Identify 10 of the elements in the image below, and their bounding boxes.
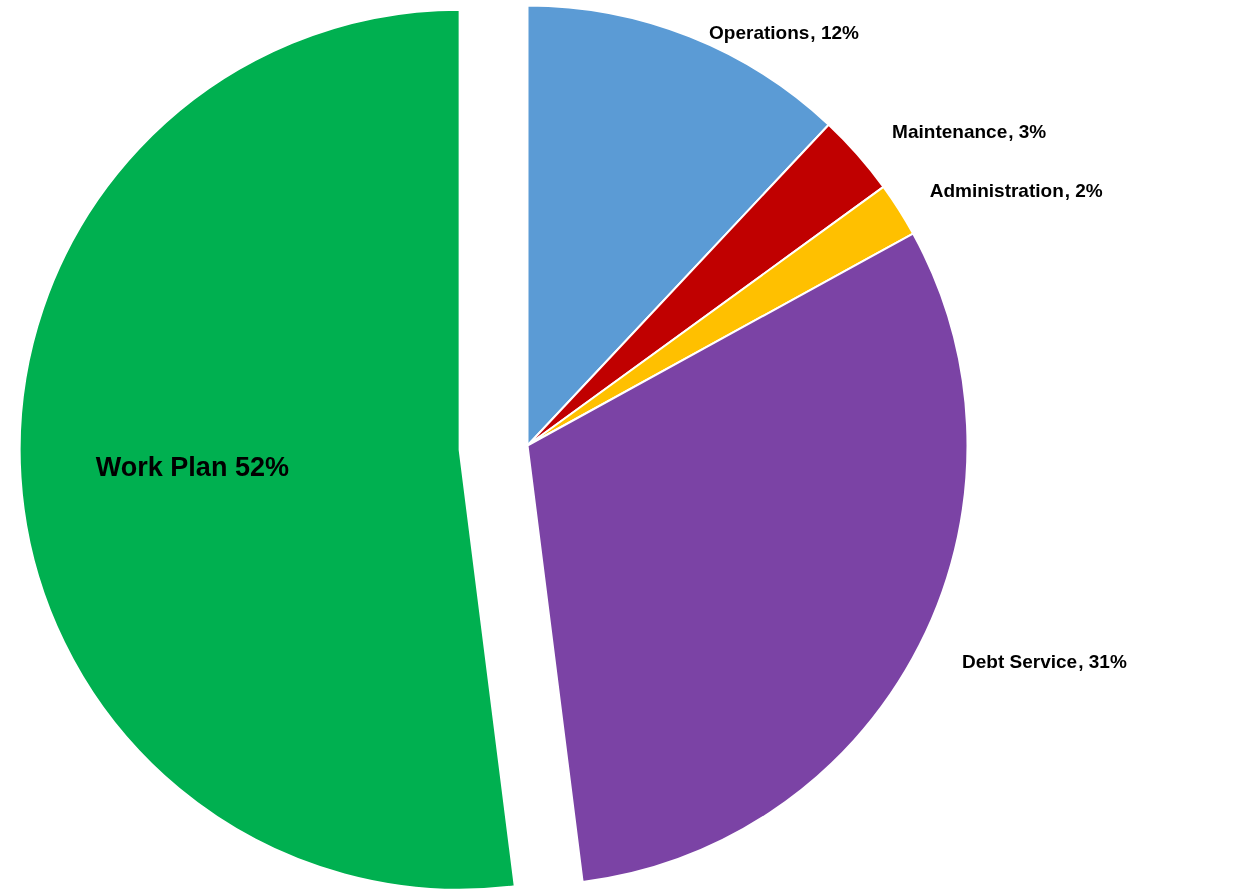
- data-label: , 2%: [1064, 180, 1103, 202]
- data-label: , 12%: [810, 22, 860, 43]
- slice-label: Debt Service: [962, 650, 1078, 672]
- data-label: , 3%: [1008, 120, 1047, 142]
- slice-label: Maintenance: [892, 120, 1008, 142]
- slice-label: Work Plan: [95, 451, 228, 482]
- data-label: , 31%: [1078, 650, 1127, 672]
- slice-label: Administration: [929, 180, 1064, 202]
- data-label: 52%: [234, 451, 289, 482]
- slice-label: Operations: [709, 22, 810, 43]
